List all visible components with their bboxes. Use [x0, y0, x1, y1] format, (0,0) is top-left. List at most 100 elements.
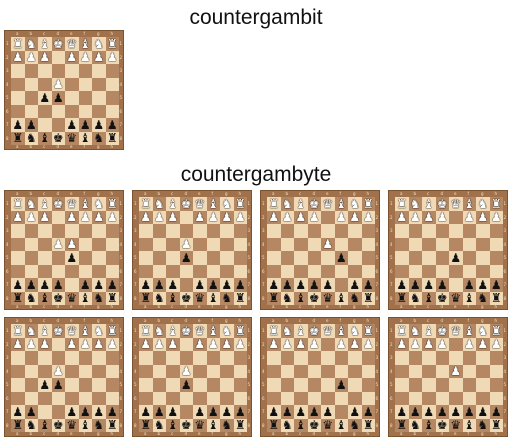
board-square	[24, 364, 38, 378]
black-knight-icon: ♞	[153, 418, 165, 433]
file-label: b	[285, 431, 289, 436]
board-square: ♟	[280, 405, 294, 419]
file-label: b	[29, 191, 33, 196]
white-pawn-icon: ♟	[409, 337, 421, 352]
file-label: d	[184, 318, 188, 323]
black-pawn-icon: ♟	[52, 277, 64, 292]
white-knight-icon: ♞	[409, 196, 421, 211]
board-square	[294, 251, 308, 265]
board-square	[280, 224, 294, 238]
white-pawn-icon: ♟	[93, 210, 105, 225]
board-square: ♝	[78, 291, 92, 305]
rank-label: 1	[119, 41, 122, 46]
black-pawn-icon: ♟	[52, 377, 64, 392]
rank-label: 3	[375, 355, 378, 360]
board-square: ♚	[51, 197, 65, 211]
board-square	[51, 391, 65, 405]
black-pawn-icon: ♟	[52, 90, 64, 105]
file-label: b	[157, 304, 161, 309]
white-rook-icon: ♜	[362, 323, 374, 338]
file-label: a	[272, 304, 275, 309]
black-bishop-icon: ♝	[423, 418, 435, 433]
board-square: ♝	[78, 197, 92, 211]
black-pawn-icon: ♟	[12, 277, 24, 292]
file-label: e	[326, 431, 329, 436]
board-square: ♟	[65, 118, 79, 132]
board-square: ♟	[24, 210, 38, 224]
black-knight-icon: ♞	[221, 418, 233, 433]
file-label: f	[211, 318, 213, 323]
board-square: ♞	[476, 324, 490, 338]
file-label: e	[198, 431, 201, 436]
black-king-icon: ♚	[308, 418, 320, 433]
black-pawn-icon: ♟	[25, 277, 37, 292]
board-square: ♟	[307, 210, 321, 224]
board-square: ♟	[462, 337, 476, 351]
board-square: ♝	[206, 291, 220, 305]
board-square	[307, 224, 321, 238]
board-square	[152, 391, 166, 405]
board-square: ♛	[193, 418, 207, 432]
board-square: ♜	[395, 291, 409, 305]
board-square: ♟	[476, 278, 490, 292]
board-square	[321, 364, 335, 378]
rank-label: 7	[503, 282, 506, 287]
white-pawn-icon: ♟	[362, 337, 374, 352]
file-label: a	[144, 431, 147, 436]
white-queen-icon: ♛	[322, 323, 334, 338]
black-queen-icon: ♛	[450, 418, 462, 433]
white-bishop-icon: ♝	[39, 36, 51, 51]
file-label: a	[400, 304, 403, 309]
board-square: ♟	[65, 251, 79, 265]
black-pawn-icon: ♟	[349, 277, 361, 292]
board-square	[334, 391, 348, 405]
board-square: ♟	[422, 337, 436, 351]
board-square: ♟	[489, 405, 503, 419]
white-pawn-icon: ♟	[268, 210, 280, 225]
board-square: ♜	[139, 324, 153, 338]
board-square: ♟	[361, 337, 375, 352]
board-square	[206, 251, 220, 265]
board-square	[233, 378, 247, 392]
board-square: ♜	[233, 324, 247, 338]
rank-label: 4	[6, 241, 9, 247]
black-rook-icon: ♜	[490, 418, 502, 433]
board-square: ♞	[348, 324, 362, 338]
board-square: ♚	[307, 291, 321, 305]
white-rook-icon: ♜	[234, 196, 246, 211]
board-square	[334, 264, 348, 278]
white-knight-icon: ♞	[153, 196, 165, 211]
file-label: c	[427, 318, 430, 323]
board-square	[220, 378, 234, 392]
board-square: ♟	[179, 251, 193, 265]
rank-label: 6	[262, 268, 265, 274]
white-pawn-icon: ♟	[207, 210, 219, 225]
file-label: f	[467, 431, 469, 436]
rank-label: 1	[6, 41, 9, 46]
board-square: ♜	[267, 291, 281, 305]
board-square	[449, 391, 463, 405]
black-pawn-icon: ♟	[295, 277, 307, 292]
board-square: ♟	[24, 405, 38, 419]
board-square	[422, 391, 436, 405]
black-rook-icon: ♜	[140, 418, 152, 433]
white-king-icon: ♚	[308, 196, 320, 211]
board-square	[105, 77, 119, 91]
board-square: ♟	[206, 210, 220, 225]
board-grid: ♜ ♞ ♝ ♚ ♛ ♝ ♞ ♜ ♟ ♟ ♟ ♟ ♟ ♟ ♟ ♟ ♟ ♟ ♟ ♟ ♟ ♟ ♟ ♟ ♜ ♞ ♝ ♚ ♛ ♝ ♞ ♜	[139, 324, 247, 432]
black-pawn-icon: ♟	[436, 404, 448, 419]
board-square	[294, 378, 308, 392]
board-square	[280, 351, 294, 365]
board-square	[321, 391, 335, 405]
board-square	[267, 237, 281, 251]
board-square	[193, 351, 207, 365]
board-square	[435, 237, 449, 251]
file-label: g	[481, 318, 484, 323]
board-square	[105, 251, 119, 265]
board-square: ♞	[280, 418, 294, 432]
board-square	[11, 351, 25, 365]
heading-countergambit: countergambit	[189, 6, 323, 29]
board-square	[307, 378, 321, 392]
board-square	[307, 351, 321, 365]
file-label: d	[184, 304, 188, 309]
